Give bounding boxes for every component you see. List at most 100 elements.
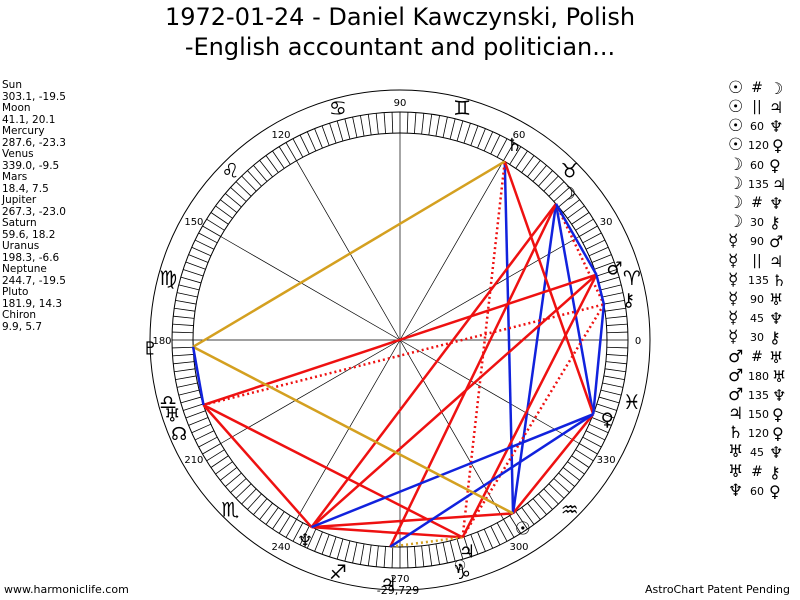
degree-tick [600,389,622,396]
degree-tick [259,502,273,520]
degree-tick [230,187,247,202]
degree-tick [391,546,394,568]
degree-tick [490,134,501,155]
aspect-line [389,413,594,548]
aspect-type: 180 [748,369,769,383]
degree-tick [230,478,247,493]
degree-tick [352,542,358,564]
degree-tick [375,113,379,135]
degree-tick [483,528,494,549]
degree-tick [490,525,501,546]
degree-tick [210,212,229,225]
aspect-type: 60 [750,120,764,134]
degree-tick [178,389,200,396]
degree-tick [265,155,279,173]
aspect-row: ☿ 135 ♄ [728,270,786,290]
outer-circle [149,89,651,591]
aspect-planet-1-glyph: ♆ [728,480,744,501]
position-values-saturn: 59.6, 18.2 [2,228,56,241]
degree-tick [278,515,291,534]
degree-tick [477,531,486,552]
degree-tick [185,261,206,270]
position-name-venus: Venus [2,148,34,160]
degree-tick [435,115,440,137]
aspect-row: ☽ # ♆ [728,193,786,213]
aspect-planet-2-glyph: ♀ [772,136,784,156]
aspect-row: ☉ 120 ♀ [728,136,786,156]
degree-tick [588,246,609,257]
house-spoke [296,160,401,341]
degree-tick [336,120,344,142]
aspect-line [592,304,606,415]
aspect-planet-1-glyph: ☽ [728,173,744,194]
degree-label: 210 [184,455,203,466]
aspect-type: || [752,252,762,269]
degree-tick [215,461,233,475]
aspect-line [310,273,598,529]
degree-tick [173,361,195,365]
position-name-pluto: Pluto [2,286,29,298]
degree-tick [515,150,528,169]
degree-tick [299,525,310,546]
degree-tick [272,511,285,530]
aspect-planet-1-glyph: ♂ [728,346,744,367]
zodiac-sign: ♑ [453,560,471,584]
aspect-row: ☽ 30 ⚷ [728,212,786,233]
degree-tick [406,546,409,568]
position-values-pluto: 181.9, 14.3 [2,297,63,310]
position-values-uranus: 198.3, -6.6 [2,251,60,264]
planet-glyph-uranus: ♅ [164,405,180,426]
degree-tick [603,375,625,380]
zodiac-sign: ♎ [159,390,177,414]
aspect-type: # [751,195,763,212]
aspect-type: 120 [748,427,769,441]
degree-tick [175,375,197,380]
degree-tick [527,502,541,520]
aspect-type: 150 [748,408,769,422]
aspect-planet-2-glyph: ♆ [772,385,787,405]
degree-tick [598,396,620,404]
position-name-chiron: Chiron [2,309,37,321]
degree-tick [172,323,194,326]
degree-tick [285,142,297,161]
degree-tick [553,478,570,493]
aspect-row: ☿ 45 ♆ [728,308,786,328]
aspect-planet-1-glyph: ♃ [728,404,744,425]
degree-tick [360,543,365,565]
degree-tick [435,543,440,565]
aspect-planet-1-glyph: ♅ [728,461,744,482]
degree-tick [247,493,262,510]
degree-tick [605,361,627,365]
aspect-line [192,160,506,348]
aspect-list: ☉ # ☽ ☉ || ♃ ☉ 60 ♆ ☉ 120 ♀ ☽ 60 ♀ ☽ 135 ♃ ☽ # ♆ ☽ 30 ⚷ ☿ 90 ♂ ☿ || ♃… [728,77,787,501]
degree-tick [588,423,609,434]
degree-tick [449,118,456,140]
aspect-line [311,413,594,529]
degree-tick [414,546,417,568]
aspect-planet-1-glyph: ☉ [728,77,744,98]
degree-label: 180 [152,336,171,347]
degree-tick [582,436,602,448]
aspect-row: ☽ 135 ♃ [728,173,786,194]
aspect-line [554,203,595,415]
aspect-planet-1-glyph: ☿ [728,231,739,252]
degree-tick [456,538,464,560]
degree-tick [503,142,515,161]
degree-tick [532,165,547,182]
aspect-row: ☽ 60 ♀ [728,155,786,175]
aspect-line [311,525,463,539]
degree-tick [225,472,242,487]
degree-tick [225,193,242,208]
zodiac-sign: ♍ [159,266,177,290]
degree-tick [442,116,448,138]
degree-tick [176,382,198,388]
planet-glyph-venus: ♀ [601,410,614,431]
aspect-line [512,413,595,515]
degree-tick [594,410,615,419]
degree-tick [265,507,279,525]
aspect-planet-1-glyph: ☿ [728,288,739,309]
aspect-row: ♆ 60 ♀ [728,480,786,501]
part-glyph: ☉ [454,558,467,574]
aspect-row: ☿ 30 ⚷ [728,327,786,348]
